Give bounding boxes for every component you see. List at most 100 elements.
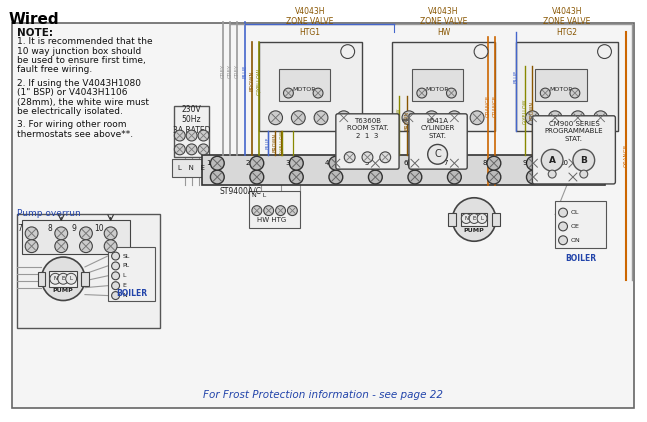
Circle shape <box>548 111 562 124</box>
Text: 8: 8 <box>47 224 52 233</box>
Circle shape <box>542 149 563 171</box>
Circle shape <box>487 156 501 170</box>
Text: G/YELLOW: G/YELLOW <box>256 68 261 95</box>
Circle shape <box>477 214 487 224</box>
Circle shape <box>41 257 85 300</box>
Circle shape <box>474 45 488 59</box>
Circle shape <box>368 170 382 184</box>
Text: B: B <box>580 156 587 165</box>
Circle shape <box>417 88 427 98</box>
Text: 4: 4 <box>325 160 329 166</box>
Circle shape <box>283 88 293 98</box>
Text: N: N <box>53 276 58 281</box>
Circle shape <box>25 240 38 253</box>
Text: fault free wiring.: fault free wiring. <box>17 65 92 74</box>
Circle shape <box>198 130 209 141</box>
Text: 10 way junction box should: 10 way junction box should <box>17 47 141 56</box>
Text: BLUE: BLUE <box>265 136 270 149</box>
Circle shape <box>408 170 422 184</box>
Text: 10: 10 <box>560 160 569 166</box>
Circle shape <box>470 111 484 124</box>
Circle shape <box>291 111 305 124</box>
Text: thermostats see above**.: thermostats see above**. <box>17 130 133 138</box>
Circle shape <box>210 170 225 184</box>
Text: For Frost Protection information - see page 22: For Frost Protection information - see p… <box>203 390 443 400</box>
Bar <box>555 201 606 248</box>
Bar <box>412 69 463 101</box>
Text: BROWN: BROWN <box>272 133 277 152</box>
Circle shape <box>598 45 611 59</box>
Text: HW HTG: HW HTG <box>257 217 286 224</box>
Bar <box>461 213 487 227</box>
Circle shape <box>558 222 567 231</box>
Text: (28mm), the white wire must: (28mm), the white wire must <box>17 97 149 106</box>
Text: G/YELLOW: G/YELLOW <box>279 130 284 155</box>
Circle shape <box>55 240 68 253</box>
Bar <box>279 69 330 101</box>
Circle shape <box>368 156 382 170</box>
Text: ORANGE: ORANGE <box>492 95 498 117</box>
Circle shape <box>452 198 496 241</box>
Text: T6360B
ROOM STAT.
2  1  3: T6360B ROOM STAT. 2 1 3 <box>347 118 388 139</box>
Circle shape <box>527 170 540 184</box>
Circle shape <box>527 156 540 170</box>
Circle shape <box>112 282 120 289</box>
Circle shape <box>540 88 550 98</box>
Circle shape <box>112 272 120 280</box>
Text: V4043H
ZONE VALVE
HW: V4043H ZONE VALVE HW <box>420 7 467 37</box>
Bar <box>516 42 619 130</box>
Circle shape <box>210 156 225 170</box>
Bar <box>201 155 604 185</box>
Text: Wired: Wired <box>9 12 60 27</box>
Text: 6: 6 <box>404 160 408 166</box>
Circle shape <box>252 206 262 216</box>
Circle shape <box>329 170 343 184</box>
Bar <box>535 69 587 101</box>
Text: G/YELLOW: G/YELLOW <box>397 108 402 133</box>
Circle shape <box>112 252 120 260</box>
Text: NOTE:: NOTE: <box>17 28 53 38</box>
Circle shape <box>408 156 422 170</box>
Circle shape <box>58 273 69 284</box>
Text: 1. It is recommended that the: 1. It is recommended that the <box>17 37 153 46</box>
Circle shape <box>314 111 328 124</box>
Circle shape <box>448 170 461 184</box>
Circle shape <box>174 130 185 141</box>
Circle shape <box>337 111 351 124</box>
Bar <box>392 42 495 130</box>
Bar <box>38 272 45 286</box>
Text: (1" BSP) or V4043H1106: (1" BSP) or V4043H1106 <box>17 88 127 97</box>
Text: 3: 3 <box>285 160 290 166</box>
Text: SL: SL <box>122 254 130 259</box>
Text: BOILER: BOILER <box>116 289 147 298</box>
Circle shape <box>66 273 76 284</box>
Circle shape <box>380 152 391 163</box>
Circle shape <box>446 88 456 98</box>
Text: N   L: N L <box>252 193 266 198</box>
Text: OL: OL <box>571 210 580 215</box>
Text: PUMP: PUMP <box>464 228 485 233</box>
Circle shape <box>104 240 117 253</box>
Text: CM900 SERIES
PROGRAMMABLE
STAT.: CM900 SERIES PROGRAMMABLE STAT. <box>545 121 603 142</box>
Text: A: A <box>549 156 556 165</box>
Bar <box>107 247 155 301</box>
Text: PUMP: PUMP <box>53 288 74 293</box>
Text: N: N <box>464 216 468 221</box>
Circle shape <box>50 273 61 284</box>
FancyBboxPatch shape <box>532 116 615 184</box>
Circle shape <box>276 206 285 216</box>
Text: 7: 7 <box>17 224 22 233</box>
Text: L: L <box>481 216 483 221</box>
Text: 8: 8 <box>483 160 487 166</box>
Text: 3. For wiring other room: 3. For wiring other room <box>17 120 126 129</box>
Bar <box>49 271 77 287</box>
Text: GREY: GREY <box>235 64 239 78</box>
Text: 10: 10 <box>94 224 104 233</box>
Circle shape <box>566 170 580 184</box>
Text: be used to ensure first time,: be used to ensure first time, <box>17 56 146 65</box>
Circle shape <box>362 152 373 163</box>
Circle shape <box>448 156 461 170</box>
Circle shape <box>344 152 355 163</box>
Text: 9: 9 <box>522 160 527 166</box>
Circle shape <box>250 170 264 184</box>
